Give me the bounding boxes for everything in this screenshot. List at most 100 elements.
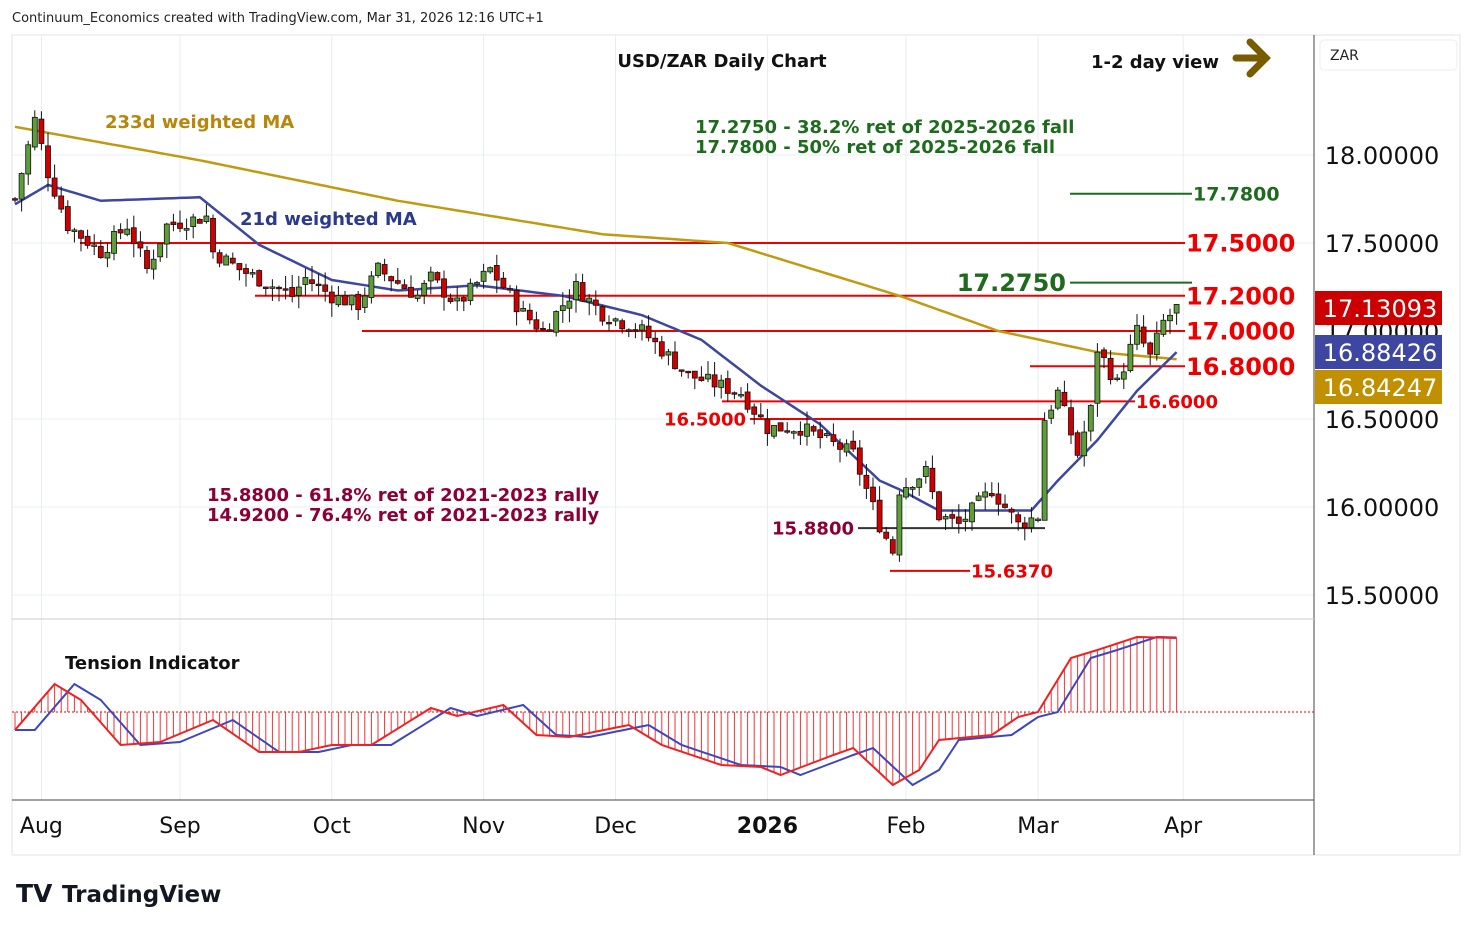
candle-body: [1002, 503, 1008, 508]
ma21-label: 21d weighted MA: [240, 209, 417, 230]
candle-body: [401, 284, 408, 289]
level-label: 15.6370: [971, 561, 1053, 582]
candle-body: [137, 241, 144, 249]
level-label: 16.6000: [1136, 392, 1218, 413]
candle-body: [1054, 389, 1061, 409]
level-label: 16.5000: [664, 409, 746, 430]
y-tick-label: 16.50000: [1325, 406, 1440, 434]
candle-body: [526, 309, 533, 321]
candle-body: [348, 294, 355, 306]
candle-body: [64, 206, 71, 232]
price-tag-label: 16.88426: [1323, 339, 1438, 367]
candle-body: [507, 288, 513, 291]
candle-body: [421, 282, 428, 296]
candle-body: [124, 228, 131, 235]
candle-body: [705, 373, 711, 380]
candle-body: [388, 276, 395, 282]
candle-body: [342, 294, 348, 306]
candle-body: [223, 255, 230, 266]
candle-body: [922, 466, 929, 477]
candle-body: [804, 423, 810, 437]
candle-body: [606, 321, 612, 325]
x-tick-label: Nov: [462, 814, 505, 839]
candle-body: [724, 378, 731, 394]
candle-body: [1087, 405, 1094, 432]
candle-body: [177, 222, 183, 229]
candles: [12, 110, 1180, 562]
candle-body: [876, 499, 883, 533]
candle-body: [1035, 518, 1041, 521]
currency-label: ZAR: [1330, 48, 1359, 64]
candle-body: [454, 297, 461, 302]
x-tick-label: Apr: [1164, 814, 1203, 839]
candle-body: [493, 265, 500, 281]
candle-body: [31, 116, 38, 148]
candle-body: [289, 287, 296, 297]
candle-body: [559, 305, 566, 312]
candle-body: [45, 145, 51, 179]
candle-body: [104, 251, 111, 259]
x-tick-label: Sep: [159, 814, 200, 839]
candle-body: [790, 431, 797, 434]
price-tag: [1315, 370, 1442, 404]
candle-body: [969, 502, 975, 523]
candle-body: [797, 430, 804, 436]
candle-body: [744, 391, 751, 410]
candle-body: [1134, 324, 1140, 345]
y-tick-label: 15.50000: [1325, 582, 1440, 610]
candle-body: [295, 286, 302, 296]
fib-note-3: 15.8800 - 61.8% ret of 2021-2023 rally: [207, 485, 599, 506]
candle-body: [1147, 342, 1154, 355]
candle-body: [414, 294, 421, 299]
tension-line: [14, 635, 1177, 787]
candle-body: [1173, 304, 1180, 314]
svg-text:TradingView: TradingView: [62, 882, 221, 908]
candle-body: [97, 245, 104, 258]
x-tick-label: Dec: [594, 814, 637, 839]
candle-body: [249, 272, 256, 275]
candle-body: [619, 320, 626, 330]
candle-body: [817, 429, 824, 439]
x-tick-label: 2026: [737, 814, 798, 839]
candle-body: [84, 235, 91, 246]
candle-body: [625, 329, 632, 332]
candle-body: [771, 424, 777, 437]
candle-body: [731, 392, 738, 395]
candle-body: [1160, 319, 1167, 335]
candle-body: [117, 229, 124, 234]
candle-body: [592, 299, 599, 306]
candle-body: [12, 198, 18, 201]
candle-body: [1101, 349, 1107, 358]
candle-body: [170, 221, 177, 226]
candle-body: [896, 494, 903, 556]
candle-body: [78, 230, 84, 239]
candle-body: [553, 311, 560, 333]
candle-body: [190, 216, 197, 227]
candle-body: [309, 279, 315, 284]
price-tag: [1315, 335, 1442, 369]
candle-body: [942, 516, 949, 520]
candle-body: [487, 267, 494, 273]
fib-note-2: 17.7800 - 50% ret of 2025-2026 fall: [695, 137, 1055, 158]
candle-body: [1153, 332, 1160, 356]
candle-body: [58, 195, 65, 210]
x-tick-label: Feb: [887, 814, 926, 839]
candle-body: [909, 487, 916, 490]
candle-body: [1074, 432, 1081, 456]
candle-body: [394, 280, 401, 284]
candle-body: [665, 351, 672, 356]
level-label: 17.5000: [1186, 230, 1295, 258]
candle-body: [652, 337, 659, 343]
level-label: 17.0000: [1186, 318, 1295, 346]
candle-body: [903, 487, 909, 498]
currency-box[interactable]: [1319, 39, 1458, 71]
candle-body: [427, 271, 434, 282]
candle-body: [1015, 514, 1022, 523]
candle-body: [381, 264, 388, 275]
candle-body: [441, 278, 447, 298]
candle-body: [738, 394, 744, 397]
candle-body: [474, 282, 480, 285]
level-label: 17.2750: [957, 269, 1066, 297]
